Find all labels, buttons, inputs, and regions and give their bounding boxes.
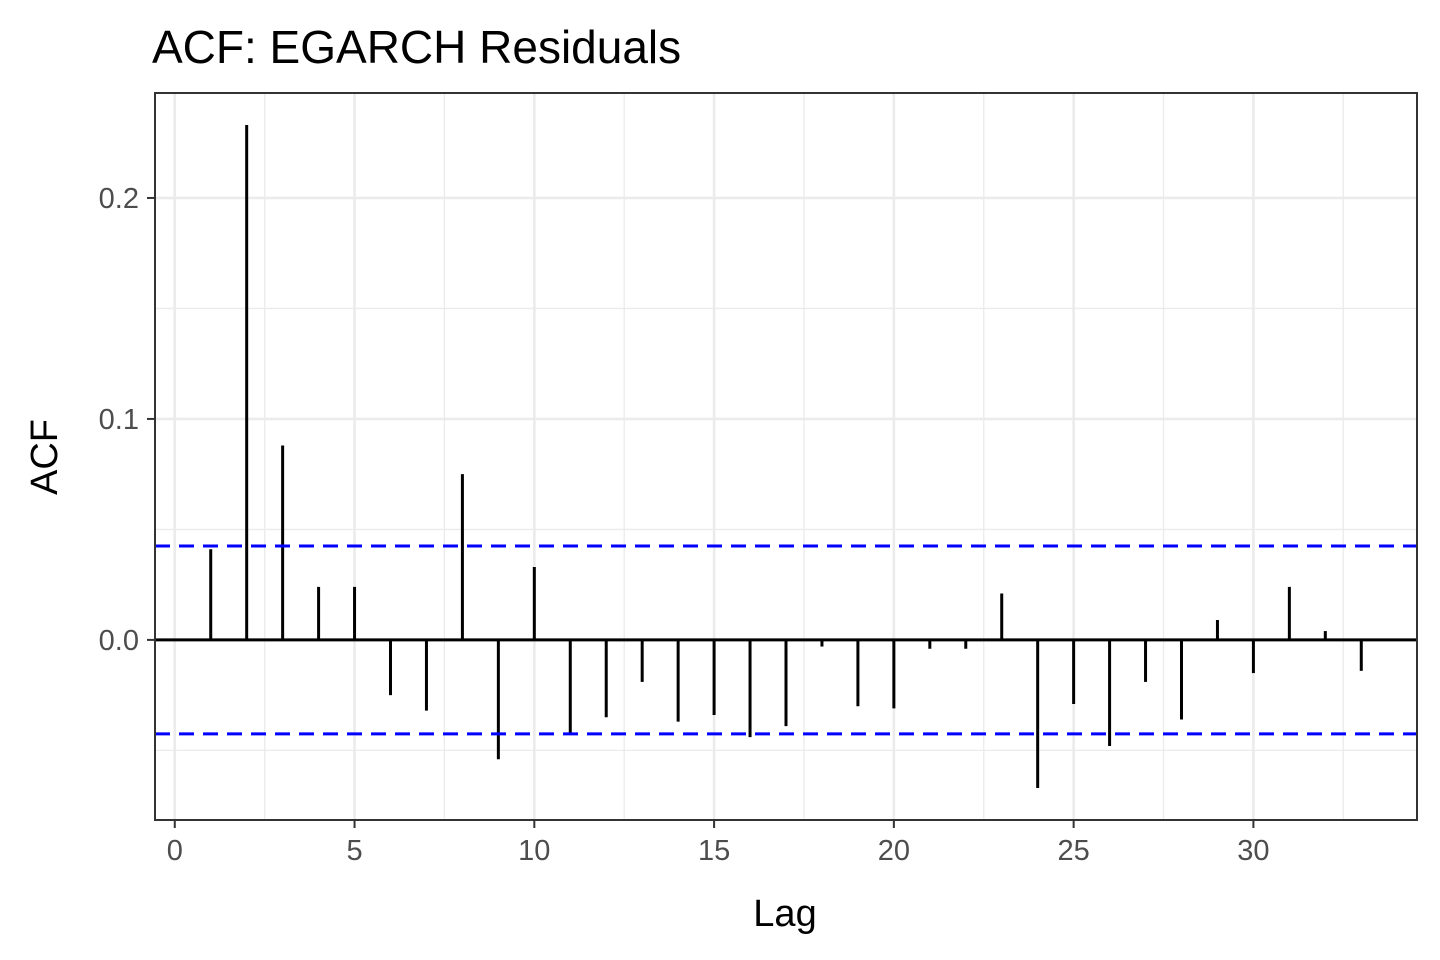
x-tick-label: 5 [346,835,362,867]
x-tick-label: 30 [1237,835,1269,867]
x-axis: 0 5 10 15 20 25 30 [167,820,1270,867]
acf-bars [155,125,1417,788]
x-tick-label: 20 [878,835,910,867]
x-tick-label: 10 [518,835,550,867]
y-tick-label: 0.0 [99,625,139,657]
x-tick-label: 0 [167,835,183,867]
x-tick-label: 15 [698,835,730,867]
y-tick-label: 0.1 [99,404,139,436]
y-tick-label: 0.2 [99,183,139,215]
x-axis-title: Lag [753,893,816,935]
confidence-bounds [155,544,1417,736]
x-tick-label: 25 [1058,835,1090,867]
chart-title: ACF: EGARCH Residuals [152,21,681,73]
panel-border [154,92,1418,821]
y-axis-title: ACF [24,419,66,495]
y-axis: 0.0 0.1 0.2 [99,183,155,657]
